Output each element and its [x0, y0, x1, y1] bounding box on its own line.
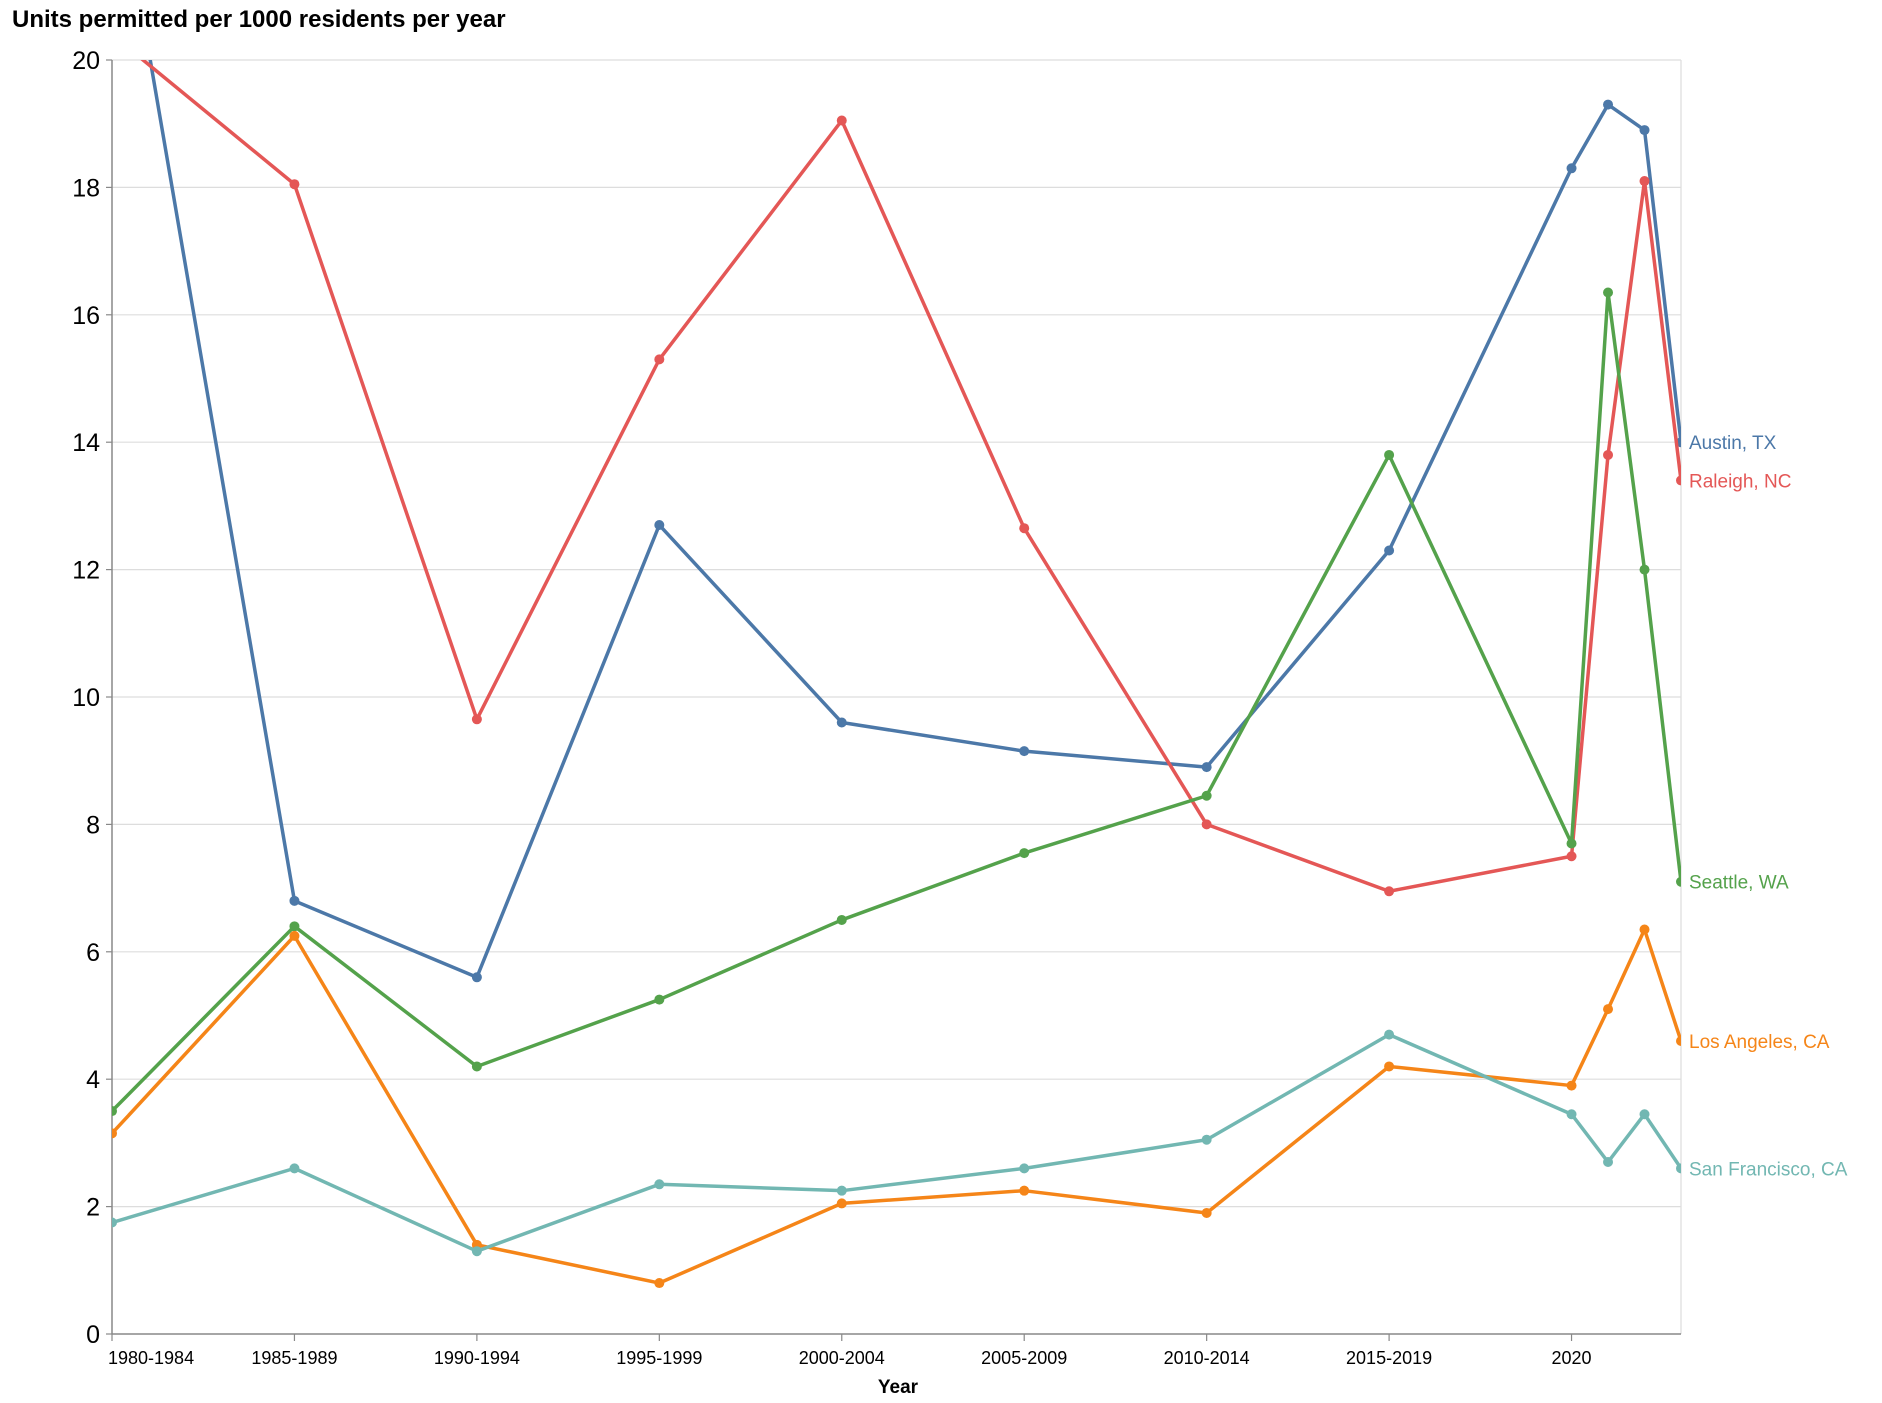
data-point-seattle-wa[interactable] — [471, 1061, 482, 1072]
data-point-raleigh-nc[interactable] — [1639, 176, 1650, 187]
series-los-angeles-ca — [107, 924, 1686, 1289]
series-austin-tx — [148, 60, 1681, 983]
axes: 0 2 4 6 8 10 12 14 16 18 20 1980-1984 1985-1989 1990-… — [72, 47, 1681, 1368]
x-tick-label: 1980-1984 — [108, 1348, 194, 1368]
data-point-los-angeles-ca[interactable] — [1384, 1061, 1395, 1072]
y-tick-label: 20 — [72, 47, 100, 75]
series-layer — [107, 60, 1686, 1289]
series-label-seattle-wa: Seattle, WA — [1689, 873, 1789, 894]
y-tick-label: 4 — [86, 1066, 100, 1094]
data-point-los-angeles-ca[interactable] — [1639, 924, 1650, 935]
data-point-austin-tx[interactable] — [836, 717, 847, 728]
data-point-san-francisco-ca[interactable] — [1566, 1109, 1577, 1120]
data-point-austin-tx[interactable] — [471, 972, 482, 983]
x-tick-label: 2010-2014 — [1164, 1348, 1250, 1368]
data-point-san-francisco-ca[interactable] — [1019, 1163, 1030, 1174]
y-tick-label: 14 — [72, 429, 100, 457]
data-point-seattle-wa[interactable] — [107, 1106, 117, 1117]
data-point-seattle-wa[interactable] — [1384, 449, 1395, 460]
data-point-raleigh-nc[interactable] — [1201, 819, 1212, 830]
y-tick-label: 18 — [72, 174, 100, 202]
data-point-san-francisco-ca[interactable] — [1676, 1163, 1686, 1174]
series-label-san-francisco-ca: San Francisco, CA — [1689, 1159, 1848, 1180]
data-point-los-angeles-ca[interactable] — [1676, 1035, 1686, 1046]
series-labels: Austin, TX Raleigh, NC Seattle, WA Los Ange… — [1689, 433, 1848, 1180]
data-point-raleigh-nc[interactable] — [1676, 475, 1686, 486]
data-point-raleigh-nc[interactable] — [1603, 449, 1614, 460]
data-point-seattle-wa[interactable] — [1639, 564, 1650, 575]
series-line-austin-tx — [148, 60, 1681, 980]
series-label-raleigh-nc: Raleigh, NC — [1689, 471, 1791, 492]
data-point-san-francisco-ca[interactable] — [836, 1185, 847, 1196]
data-point-san-francisco-ca[interactable] — [1201, 1134, 1212, 1145]
series-line-seattle-wa — [112, 290, 1681, 1113]
data-point-los-angeles-ca[interactable] — [107, 1128, 117, 1139]
data-point-los-angeles-ca[interactable] — [289, 930, 300, 941]
data-point-raleigh-nc[interactable] — [289, 179, 300, 190]
x-tick-label: 2005-2009 — [981, 1348, 1067, 1368]
x-tick-label: 1995-1999 — [616, 1348, 702, 1368]
data-point-san-francisco-ca[interactable] — [1639, 1109, 1650, 1120]
data-point-seattle-wa[interactable] — [1201, 790, 1212, 801]
data-point-seattle-wa[interactable] — [1676, 876, 1686, 887]
data-point-austin-tx[interactable] — [289, 895, 300, 906]
chart-title: Units permitted per 1000 residents per y… — [12, 6, 506, 33]
data-point-los-angeles-ca[interactable] — [1201, 1207, 1212, 1218]
data-point-raleigh-nc[interactable] — [1384, 886, 1395, 897]
data-point-los-angeles-ca[interactable] — [1566, 1080, 1577, 1091]
data-point-raleigh-nc[interactable] — [654, 354, 665, 365]
data-point-raleigh-nc[interactable] — [471, 714, 482, 725]
gridlines — [112, 59, 1682, 1334]
data-point-austin-tx[interactable] — [1019, 746, 1030, 757]
data-point-seattle-wa[interactable] — [1603, 287, 1614, 298]
data-point-san-francisco-ca[interactable] — [289, 1163, 300, 1174]
x-axis-title: Year — [878, 1377, 919, 1398]
data-point-austin-tx[interactable] — [1603, 99, 1614, 110]
data-point-austin-tx[interactable] — [654, 520, 665, 531]
y-tick-label: 16 — [72, 302, 100, 330]
data-point-austin-tx[interactable] — [1566, 163, 1577, 174]
data-point-san-francisco-ca[interactable] — [1603, 1157, 1614, 1168]
y-tick-label: 8 — [86, 811, 100, 839]
series-line-los-angeles-ca — [112, 927, 1681, 1285]
series-seattle-wa — [107, 287, 1686, 1117]
data-point-seattle-wa[interactable] — [654, 994, 665, 1005]
data-point-austin-tx[interactable] — [1384, 545, 1395, 556]
data-point-seattle-wa[interactable] — [1019, 848, 1030, 859]
x-tick-label: 1985-1989 — [251, 1348, 337, 1368]
y-tick-label: 0 — [86, 1321, 100, 1349]
y-tick-label: 10 — [72, 684, 100, 712]
series-line-raleigh-nc — [140, 60, 1681, 894]
data-point-los-angeles-ca[interactable] — [654, 1278, 665, 1289]
data-point-seattle-wa[interactable] — [836, 914, 847, 925]
data-point-raleigh-nc[interactable] — [1019, 523, 1030, 534]
series-raleigh-nc — [140, 60, 1686, 897]
series-label-austin-tx: Austin, TX — [1689, 433, 1777, 454]
data-point-san-francisco-ca[interactable] — [1384, 1029, 1395, 1040]
data-point-austin-tx[interactable] — [1639, 125, 1650, 136]
data-point-raleigh-nc[interactable] — [1566, 851, 1577, 862]
data-point-seattle-wa[interactable] — [289, 921, 300, 932]
y-tick-label: 6 — [86, 939, 100, 967]
data-point-los-angeles-ca[interactable] — [836, 1198, 847, 1209]
x-tick-label: 2015-2019 — [1346, 1348, 1432, 1368]
data-point-san-francisco-ca[interactable] — [107, 1217, 117, 1228]
series-label-los-angeles-ca: Los Angeles, CA — [1689, 1032, 1830, 1053]
x-tick-label: 2000-2004 — [799, 1348, 885, 1368]
y-tick-label: 12 — [72, 557, 100, 585]
x-tick-label: 1990-1994 — [434, 1348, 520, 1368]
y-tick-label: 2 — [86, 1194, 100, 1222]
series-san-francisco-ca — [107, 1029, 1686, 1257]
data-point-san-francisco-ca[interactable] — [654, 1179, 665, 1190]
series-line-san-francisco-ca — [112, 1032, 1681, 1253]
data-point-austin-tx[interactable] — [1201, 762, 1212, 773]
data-point-los-angeles-ca[interactable] — [1019, 1185, 1030, 1196]
data-point-seattle-wa[interactable] — [1566, 838, 1577, 849]
data-point-raleigh-nc[interactable] — [836, 115, 847, 126]
data-point-san-francisco-ca[interactable] — [471, 1246, 482, 1257]
x-tick-label: 2020 — [1552, 1348, 1592, 1368]
data-point-los-angeles-ca[interactable] — [1603, 1004, 1614, 1015]
